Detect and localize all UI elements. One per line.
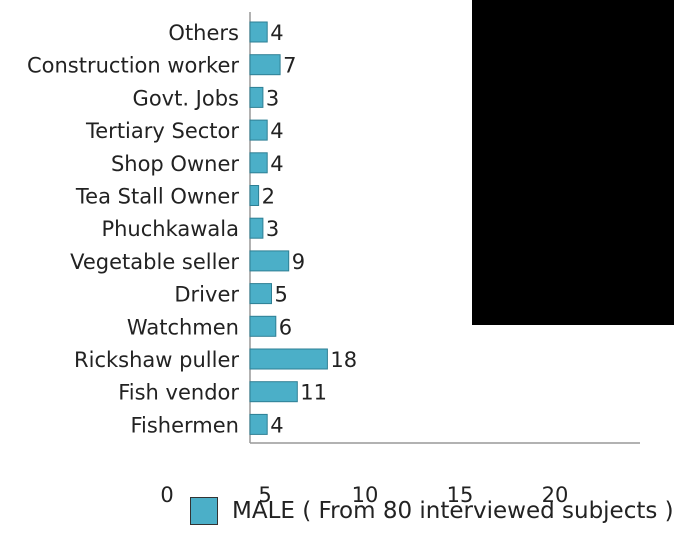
value-label: 4: [270, 413, 283, 437]
category-label: Fishermen: [130, 413, 239, 437]
bar: [249, 86, 264, 108]
category-label: Driver: [174, 283, 239, 307]
x-tick-label: 15: [447, 483, 474, 507]
category-label: Rickshaw puller: [74, 348, 239, 372]
legend: MALE ( From 80 interviewed subjects ): [190, 497, 674, 525]
x-tick-label: 5: [258, 483, 271, 507]
category-label: Govt. Jobs: [133, 86, 239, 110]
bar: [249, 381, 298, 403]
value-label: 2: [262, 185, 275, 209]
value-label: 6: [279, 315, 292, 339]
legend-swatch: [190, 497, 218, 525]
bar: [249, 413, 268, 435]
value-label: 4: [270, 152, 283, 176]
bar: [249, 250, 290, 272]
bar: [249, 315, 277, 337]
bar: [249, 21, 268, 43]
legend-label: MALE ( From 80 interviewed subjects ): [232, 498, 674, 524]
bar: [249, 348, 328, 370]
value-label: 18: [330, 348, 357, 372]
value-label: 4: [270, 21, 283, 45]
bar: [249, 217, 264, 239]
category-label: Tertiary Sector: [85, 119, 239, 143]
bar: [249, 54, 281, 76]
value-label: 7: [283, 54, 296, 78]
black-overlay-block: [472, 0, 674, 325]
category-label: Others: [168, 21, 239, 45]
category-label: Tea Stall Owner: [75, 185, 239, 209]
value-label: 11: [300, 381, 327, 405]
value-label: 3: [266, 86, 279, 110]
value-label: 9: [292, 250, 305, 274]
bar: [249, 119, 268, 141]
category-label: Construction worker: [27, 54, 239, 78]
category-label: Fish vendor: [118, 381, 239, 405]
value-label: 3: [266, 217, 279, 241]
bar: [249, 185, 260, 206]
value-label: 5: [275, 283, 288, 307]
category-label: Vegetable seller: [70, 250, 239, 274]
category-label: Watchmen: [127, 315, 239, 339]
x-tick-label: 10: [352, 483, 379, 507]
x-tick-label: 20: [542, 483, 569, 507]
bar: [249, 152, 268, 174]
category-label: Phuchkawala: [101, 217, 239, 241]
x-tick-label: 0: [160, 483, 173, 507]
category-label: Shop Owner: [111, 152, 239, 176]
value-label: 4: [270, 119, 283, 143]
bar: [249, 283, 272, 305]
